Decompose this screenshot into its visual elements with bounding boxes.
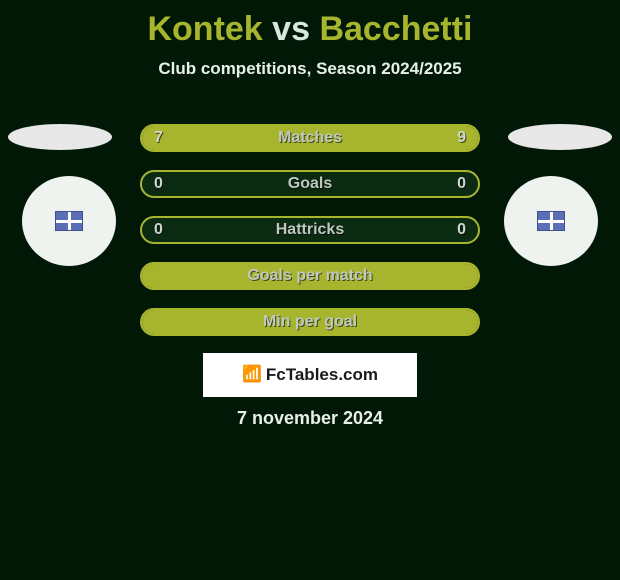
player1-flag-circle	[22, 176, 116, 266]
report-date: 7 november 2024	[0, 408, 620, 429]
stat-label: Goals per match	[142, 267, 478, 285]
logo-text: FcTables.com	[266, 365, 378, 385]
title-vs: vs	[272, 10, 310, 48]
comparison-title: Kontek vs Bacchetti	[0, 0, 620, 49]
player2-flag-circle	[504, 176, 598, 266]
stat-bar: 79Matches	[140, 124, 480, 152]
player2-name: Bacchetti	[319, 10, 472, 48]
stat-bar: Min per goal	[140, 308, 480, 336]
stat-label: Hattricks	[142, 221, 478, 239]
player2-badge-ellipse	[508, 124, 612, 150]
player2-flag-icon	[537, 211, 565, 231]
stat-bar: 00Hattricks	[140, 216, 480, 244]
stat-label: Matches	[142, 129, 478, 147]
stat-bar: Goals per match	[140, 262, 480, 290]
player1-name: Kontek	[147, 10, 262, 48]
stat-label: Min per goal	[142, 313, 478, 331]
site-logo[interactable]: 📶 FcTables.com	[203, 353, 417, 397]
logo-chart-icon: 📶	[242, 364, 262, 384]
player1-flag-icon	[55, 211, 83, 231]
stat-label: Goals	[142, 175, 478, 193]
player1-badge-ellipse	[8, 124, 112, 150]
stat-bar: 00Goals	[140, 170, 480, 198]
subtitle: Club competitions, Season 2024/2025	[0, 59, 620, 79]
stat-bars-container: 79Matches 00Goals 00Hattricks Goals per mat…	[140, 124, 480, 354]
